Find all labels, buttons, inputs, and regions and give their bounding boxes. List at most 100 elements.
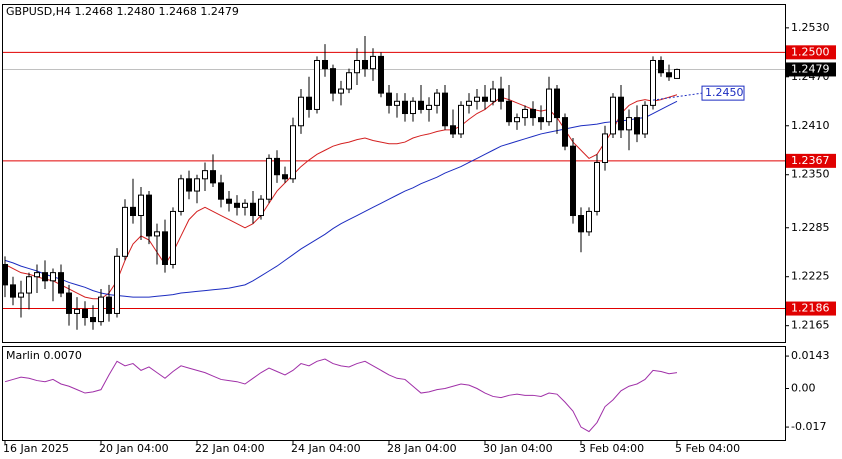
y-tick-label: 1.2530 bbox=[791, 21, 830, 34]
candle-body bbox=[562, 117, 568, 147]
candle-body bbox=[394, 100, 400, 106]
candle-body bbox=[186, 178, 192, 192]
price-label-box bbox=[786, 62, 836, 77]
candle-body bbox=[418, 100, 424, 110]
x-tick-label: 5 Feb 04:00 bbox=[675, 442, 740, 455]
x-tick-label: 22 Jan 04:00 bbox=[195, 442, 265, 455]
candle-body bbox=[154, 231, 160, 237]
candle-body bbox=[242, 202, 248, 208]
candle-body bbox=[346, 72, 352, 90]
candle-body bbox=[570, 145, 576, 217]
candle-body bbox=[482, 96, 488, 102]
candle-body bbox=[114, 255, 120, 314]
candle-body bbox=[618, 96, 624, 131]
candle-body bbox=[314, 59, 320, 110]
candle-body bbox=[170, 210, 176, 265]
y-tick-label: 1.2410 bbox=[791, 119, 830, 132]
candle-body bbox=[178, 178, 184, 212]
candle-body bbox=[546, 88, 552, 123]
oscillator-line bbox=[4, 358, 678, 433]
level-label-box bbox=[786, 153, 836, 168]
candle-body bbox=[130, 206, 136, 217]
level-label-box bbox=[786, 45, 836, 60]
y-tick-label: 0.0143 bbox=[791, 349, 830, 362]
candle-body bbox=[466, 100, 472, 106]
candle-body bbox=[18, 292, 24, 298]
x-tick-label: 30 Jan 04:00 bbox=[483, 442, 553, 455]
candle-body bbox=[362, 59, 368, 70]
candle-body bbox=[410, 100, 416, 115]
y-tick-label: 1.2165 bbox=[791, 319, 830, 332]
candle-body bbox=[306, 96, 312, 110]
candle-body bbox=[338, 88, 344, 94]
x-tick-label: 3 Feb 04:00 bbox=[579, 442, 644, 455]
candle-body bbox=[378, 55, 384, 94]
candle-body bbox=[106, 296, 112, 314]
candle-body bbox=[146, 194, 152, 237]
candle-body bbox=[10, 284, 16, 298]
candle-body bbox=[402, 100, 408, 115]
level-label: 1.2500 bbox=[791, 45, 830, 58]
candle-body bbox=[578, 215, 584, 233]
trend-label: 1.2450 bbox=[705, 86, 744, 99]
candle-body bbox=[514, 117, 520, 123]
candle-body bbox=[90, 317, 96, 323]
candle-body bbox=[298, 96, 304, 127]
candle-body bbox=[250, 202, 256, 217]
candle-body bbox=[674, 68, 680, 79]
candle-body bbox=[626, 117, 632, 131]
oscillator-panel bbox=[2, 346, 786, 441]
candle-body bbox=[474, 96, 480, 102]
candle-body bbox=[194, 178, 200, 192]
candle-body bbox=[538, 117, 544, 123]
candle-body bbox=[370, 55, 376, 70]
candle-body bbox=[290, 125, 296, 180]
candle-body bbox=[610, 96, 616, 135]
y-tick-label: 0.00 bbox=[791, 382, 816, 395]
candle-body bbox=[138, 194, 144, 217]
candle-body bbox=[658, 59, 664, 74]
x-tick-label: 16 Jan 2025 bbox=[3, 442, 69, 455]
candle-body bbox=[50, 272, 56, 282]
candle-body bbox=[490, 88, 496, 102]
candle-body bbox=[58, 272, 64, 294]
candle-body bbox=[522, 108, 528, 119]
price-label: 1.2479 bbox=[791, 62, 830, 75]
candle-body bbox=[234, 202, 240, 208]
candle-body bbox=[2, 263, 8, 286]
candle-body bbox=[330, 68, 336, 94]
candle-body bbox=[218, 182, 224, 200]
candle-body bbox=[602, 133, 608, 163]
candle-body bbox=[650, 59, 656, 106]
candle-body bbox=[82, 308, 88, 319]
candle-body bbox=[458, 104, 464, 135]
level-label: 1.2367 bbox=[791, 154, 830, 167]
candle-body bbox=[642, 104, 648, 135]
candle-body bbox=[210, 170, 216, 184]
candle-body bbox=[354, 59, 360, 74]
candle-body bbox=[34, 272, 40, 278]
candle-body bbox=[386, 92, 392, 106]
candle-body bbox=[258, 198, 264, 217]
trend-line bbox=[652, 92, 703, 101]
candle-body bbox=[530, 108, 536, 119]
y-tick-label: 1.2285 bbox=[791, 221, 830, 234]
x-tick-label: 24 Jan 04:00 bbox=[291, 442, 361, 455]
candle-body bbox=[634, 117, 640, 135]
candle-body bbox=[586, 210, 592, 233]
x-tick-label: 20 Jan 04:00 bbox=[99, 442, 169, 455]
candle-body bbox=[506, 100, 512, 123]
candle-body bbox=[442, 92, 448, 127]
candle-body bbox=[554, 88, 560, 119]
candle-body bbox=[26, 276, 32, 294]
candle-body bbox=[98, 296, 104, 323]
y-tick-label: -0.017 bbox=[791, 420, 826, 433]
candle-body bbox=[226, 198, 232, 204]
candle-body bbox=[282, 174, 288, 180]
y-tick-label: 1.2225 bbox=[791, 270, 830, 283]
candle-body bbox=[202, 170, 208, 180]
candle-body bbox=[66, 292, 72, 314]
y-tick-label: 1.2350 bbox=[791, 168, 830, 181]
